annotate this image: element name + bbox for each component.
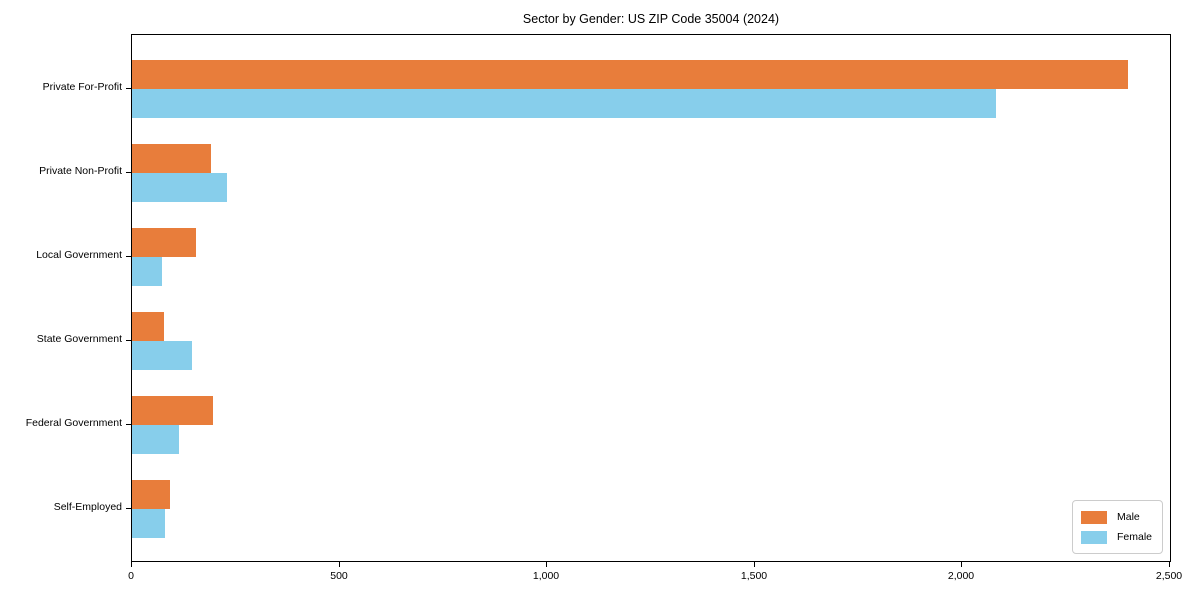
bar-female-private-non-profit: [132, 173, 227, 202]
y-axis-label: State Government: [36, 333, 122, 345]
x-axis-tick: [754, 562, 755, 567]
x-axis-tick: [131, 562, 132, 567]
y-axis-label: Private Non-Profit: [39, 165, 122, 177]
chart-legend: Male Female: [1071, 500, 1163, 554]
legend-male-label: Male: [1116, 511, 1140, 523]
bar-male-state-government: [132, 312, 164, 341]
chart-title: Sector by Gender: US ZIP Code 35004 (202…: [522, 12, 780, 26]
x-axis-label: 2,500: [1155, 570, 1183, 582]
y-axis-tick: [126, 256, 131, 257]
x-axis-label: 500: [330, 570, 348, 582]
legend-row-female: Female: [1080, 527, 1152, 547]
plot-area: Male Female: [131, 34, 1171, 562]
x-axis-tick: [961, 562, 962, 567]
x-axis-label: 0: [128, 570, 134, 582]
legend-female-label: Female: [1116, 531, 1152, 543]
y-axis-label: Private For-Profit: [42, 81, 122, 93]
x-axis-label: 2,000: [947, 570, 975, 582]
y-axis-tick: [126, 508, 131, 509]
y-axis-label: Federal Government: [25, 417, 122, 429]
x-axis-tick: [1169, 562, 1170, 567]
x-axis-label: 1,000: [532, 570, 560, 582]
bar-male-private-for-profit: [132, 60, 1128, 89]
y-axis-tick: [126, 88, 131, 89]
y-axis-tick: [126, 340, 131, 341]
legend-male-swatch: [1080, 510, 1107, 524]
bar-female-federal-government: [132, 425, 179, 454]
y-axis-tick: [126, 424, 131, 425]
bar-male-self-employed: [132, 480, 170, 509]
bar-female-local-government: [132, 257, 162, 286]
x-axis-tick: [339, 562, 340, 567]
bar-female-state-government: [132, 341, 192, 370]
y-axis-label: Self-Employed: [53, 501, 122, 513]
x-axis-label: 1,500: [740, 570, 768, 582]
bar-male-local-government: [132, 228, 196, 257]
y-axis-label: Local Government: [36, 249, 122, 261]
x-axis-tick: [546, 562, 547, 567]
bar-male-private-non-profit: [132, 144, 211, 173]
bar-female-self-employed: [132, 509, 165, 538]
legend-female-swatch: [1080, 530, 1107, 544]
bar-female-private-for-profit: [132, 89, 996, 118]
bar-male-federal-government: [132, 396, 213, 425]
legend-row-male: Male: [1080, 507, 1152, 527]
y-axis-tick: [126, 172, 131, 173]
